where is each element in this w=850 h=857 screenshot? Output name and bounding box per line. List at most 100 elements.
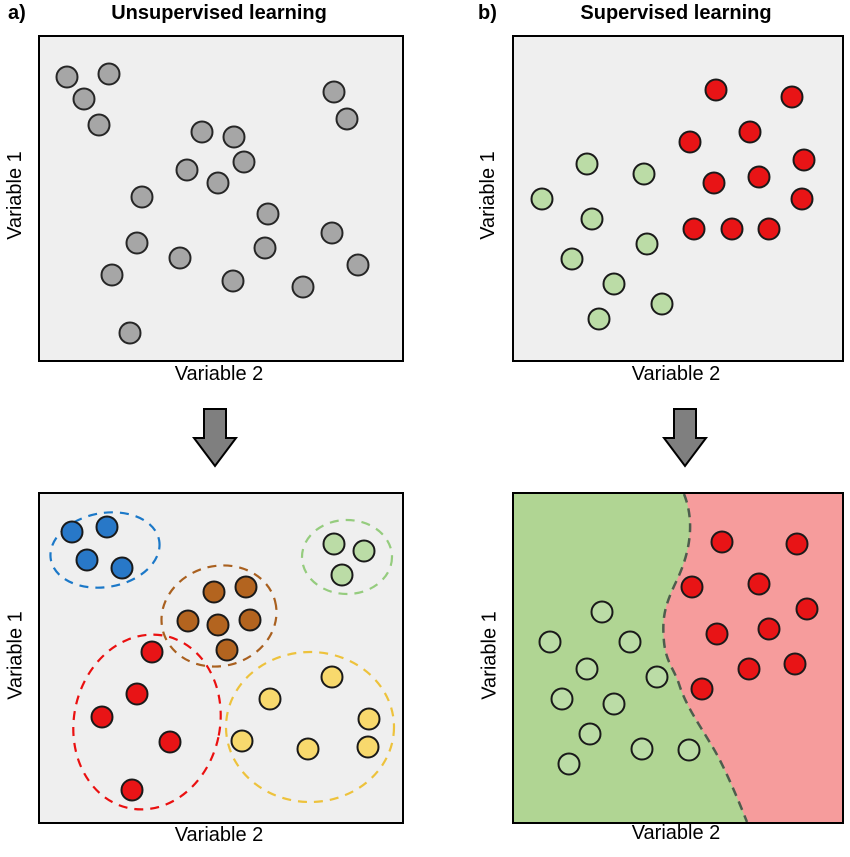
panel-a-letter: a) <box>8 2 26 24</box>
yellow-cluster-ellipse <box>224 650 396 804</box>
red-class-point <box>680 575 704 599</box>
green-class-point <box>550 687 574 711</box>
panel-a-title: Unsupervised learning <box>111 2 327 24</box>
gray-data-point <box>87 113 111 137</box>
green-class-point <box>635 232 659 256</box>
red-cluster-point <box>140 640 164 664</box>
green-class-point <box>632 162 656 186</box>
red-class-point <box>702 171 726 195</box>
gray-data-point <box>130 185 154 209</box>
green-class-point <box>590 600 614 624</box>
down-arrow-icon <box>662 408 708 468</box>
gray-data-point <box>320 221 344 245</box>
red-class-point <box>792 148 816 172</box>
red-class-point <box>704 78 728 102</box>
gray-data-point <box>221 269 245 293</box>
blue-cluster-point <box>95 515 119 539</box>
red-class-point <box>785 532 809 556</box>
yellow-cluster-point <box>356 735 380 759</box>
gray-data-point <box>206 171 230 195</box>
brown-cluster-point <box>176 609 200 633</box>
brown-cluster-point <box>206 613 230 637</box>
green-class-point <box>645 665 669 689</box>
blue-cluster-ellipse <box>49 511 161 589</box>
gray-data-point <box>346 253 370 277</box>
red-class-point <box>705 622 729 646</box>
x-axis-label: Variable 2 <box>174 363 264 385</box>
gray-data-point <box>291 275 315 299</box>
red-class-point <box>690 677 714 701</box>
gray-data-point <box>168 246 192 270</box>
green-class-point <box>630 737 654 761</box>
green-class-point <box>575 657 599 681</box>
green-class-point <box>618 630 642 654</box>
red-cluster-point <box>90 705 114 729</box>
gray-data-point <box>100 263 124 287</box>
green-cluster-point <box>330 563 354 587</box>
red-class-point <box>757 217 781 241</box>
blue-cluster-point <box>60 520 84 544</box>
red-class-point <box>710 530 734 554</box>
red-class-point <box>720 217 744 241</box>
x-axis-label: Variable 2 <box>631 822 721 844</box>
green-class-point <box>557 752 581 776</box>
yellow-cluster-point <box>357 707 381 731</box>
gray-data-point <box>335 107 359 131</box>
red-class-point <box>747 165 771 189</box>
gray-data-point <box>256 202 280 226</box>
x-axis-label: Variable 2 <box>631 363 721 385</box>
gray-data-point <box>125 231 149 255</box>
y-axis-label: Variable 1 <box>478 611 501 700</box>
gray-data-point <box>55 65 79 89</box>
clustering-result-plot <box>38 492 404 824</box>
green-class-point <box>530 187 554 211</box>
green-class-point <box>578 722 602 746</box>
gray-data-point <box>118 321 142 345</box>
red-class-point <box>757 617 781 641</box>
green-class-point <box>560 247 584 271</box>
yellow-cluster-point <box>320 665 344 689</box>
brown-cluster-ellipse <box>160 564 278 668</box>
gray-data-point <box>72 87 96 111</box>
green-class-point <box>650 292 674 316</box>
red-class-point <box>738 120 762 144</box>
green-class-point <box>580 207 604 231</box>
brown-cluster-point <box>202 580 226 604</box>
green-cluster-point <box>352 539 376 563</box>
gray-data-point <box>175 158 199 182</box>
yellow-cluster-point <box>296 737 320 761</box>
gray-data-point <box>322 80 346 104</box>
green-class-point <box>602 272 626 296</box>
brown-cluster-point <box>234 575 258 599</box>
brown-cluster-point <box>215 638 239 662</box>
unsupervised-input-plot <box>38 35 404 362</box>
gray-data-point <box>97 62 121 86</box>
green-class-point <box>575 152 599 176</box>
gray-data-point <box>190 120 214 144</box>
red-class-point <box>747 572 771 596</box>
red-class-point <box>795 597 819 621</box>
supervised-input-plot <box>512 35 844 362</box>
green-class-point <box>587 307 611 331</box>
classification-result-plot <box>512 492 844 824</box>
brown-cluster-point <box>238 608 262 632</box>
green-class-point <box>677 738 701 762</box>
red-cluster-point <box>158 730 182 754</box>
red-cluster-point <box>120 778 144 802</box>
yellow-cluster-point <box>258 687 282 711</box>
red-cluster-point <box>125 682 149 706</box>
gray-data-point <box>253 236 277 260</box>
red-class-point <box>780 85 804 109</box>
panel-b-letter: b) <box>478 2 497 24</box>
panel-b-title: Supervised learning <box>580 2 772 24</box>
yellow-cluster-point <box>230 729 254 753</box>
red-class-point <box>682 217 706 241</box>
green-cluster-ellipse <box>300 518 394 596</box>
blue-cluster-point <box>75 548 99 572</box>
red-class-point <box>737 657 761 681</box>
red-class-point <box>790 187 814 211</box>
gray-data-point <box>222 125 246 149</box>
green-class-point <box>602 692 626 716</box>
y-axis-label: Variable 1 <box>477 151 499 240</box>
